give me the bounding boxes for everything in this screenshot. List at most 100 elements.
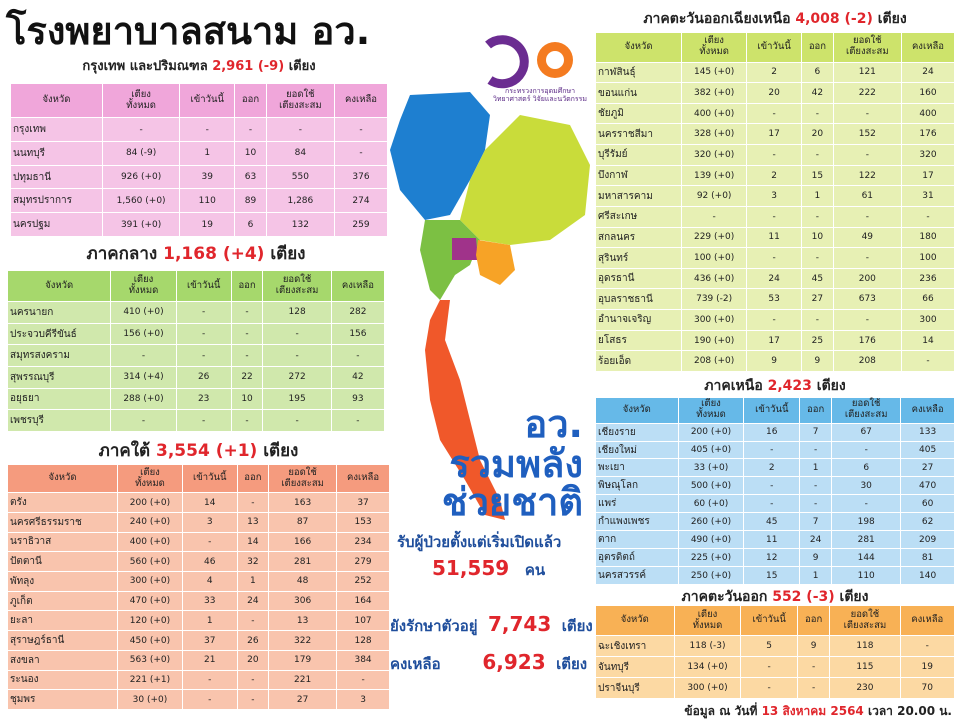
province-name: บุรีรัมย์: [596, 145, 682, 165]
province-row: อุตรดิตถ์ 225 (+0) 12 9 144 81: [596, 549, 954, 567]
cell: -: [832, 441, 901, 459]
cell: 46: [182, 552, 237, 572]
region-south: [425, 300, 505, 520]
cell: 30: [832, 477, 901, 495]
admitted-value: 51,559: [432, 556, 510, 580]
column-header: เตียง ทั้งหมด: [111, 271, 176, 302]
cell: 13: [237, 512, 269, 532]
section-unit: เตียง: [877, 11, 907, 27]
cell: 4: [182, 572, 237, 591]
cell: 320 (+0): [682, 145, 747, 165]
cell: 450 (+0): [118, 631, 182, 650]
province-name: อยุธยา: [8, 388, 111, 410]
cell: -: [182, 670, 237, 690]
cell: -: [235, 118, 266, 141]
cell: 208 (+0): [682, 351, 747, 371]
cell: 48: [269, 572, 337, 591]
cell: -: [176, 323, 231, 345]
cell: 288 (+0): [111, 388, 176, 410]
province-name: อุดรธานี: [596, 268, 682, 289]
province-row: สมุทรสงคราม - - - - -: [8, 345, 384, 366]
cell: -: [334, 118, 387, 141]
region-section: ภาคตะวันออก 552 (-3) เตียง จังหวัด เตียง ท…: [595, 586, 955, 699]
cell: -: [901, 206, 954, 227]
cell: 9: [747, 351, 802, 371]
cell: 66: [901, 289, 954, 310]
column-header: ออก: [237, 465, 269, 493]
cell: -: [237, 493, 269, 512]
cell: 405 (+0): [678, 441, 744, 459]
region-section: ภาคตะวันออกเฉียงเหนือ 4,008 (-2) เตียง จั…: [595, 8, 955, 372]
cell: 221 (+1): [118, 670, 182, 690]
cell: -: [237, 670, 269, 690]
province-row: ขอนแก่น 382 (+0) 20 42 222 160: [596, 83, 954, 103]
cell: 176: [901, 124, 954, 145]
province-row: ชุมพร 30 (+0) - -27 3: [8, 690, 389, 709]
province-row: สุพรรณบุรี 314 (+4) 26 22 272 42: [8, 366, 384, 388]
cell: -: [833, 310, 901, 330]
province-name: ปัตตานี: [8, 552, 118, 572]
province-name: ศรีสะเกษ: [596, 206, 682, 227]
admitted-label: รับผู้ป่วยตั้งแต่เริ่มเปิดแล้ว: [397, 533, 562, 551]
cell: 306: [269, 591, 337, 611]
province-row: สกลนคร 229 (+0) 11 10 49 180: [596, 227, 954, 248]
column-header: จังหวัด: [596, 606, 674, 636]
province-name: สกลนคร: [596, 227, 682, 248]
province-row: ยะลา 120 (+0) 1-13 107: [8, 611, 389, 631]
region-north: [390, 92, 490, 220]
cell: 122: [833, 165, 901, 186]
cell: 31: [901, 186, 954, 206]
cell: 120 (+0): [118, 611, 182, 631]
cell: 252: [337, 572, 389, 591]
cell: 26: [176, 366, 231, 388]
cell: 550: [266, 165, 334, 189]
column-header: ออก: [800, 398, 832, 423]
column-header: เข้าวันนี้: [182, 465, 237, 493]
cell: 16: [744, 423, 800, 441]
region-section: ภาคกลาง 1,168 (+4) เตียง จังหวัด เตียง ทั้…: [7, 240, 385, 432]
cell: 400: [901, 103, 954, 124]
cell: -: [900, 636, 954, 657]
cell: 17: [747, 124, 802, 145]
section-beds: 2,423: [767, 378, 812, 394]
column-header: เตียง ทั้งหมด: [678, 398, 744, 423]
province-row: นครสวรรค์ 250 (+0) 15 1 110 140: [596, 567, 954, 584]
bed-table: จังหวัด เตียง ทั้งหมด เข้าวันนี้ ออก ยอดใช้ …: [595, 605, 955, 699]
section-unit: เตียง: [263, 441, 299, 461]
province-row: แพร่ 60 (+0) - - -60: [596, 495, 954, 513]
cell: -: [832, 495, 901, 513]
page-title: โรงพยาบาลสนาม อว.: [6, 9, 371, 53]
section-beds: 3,554 (+1): [156, 441, 258, 461]
cell: -: [802, 145, 833, 165]
column-header: เข้าวันนี้: [744, 398, 800, 423]
cell: 92 (+0): [682, 186, 747, 206]
region-bangkok: [452, 238, 478, 260]
province-name: เชียงราย: [596, 423, 678, 441]
province-name: ขอนแก่น: [596, 83, 682, 103]
cell: -: [744, 495, 800, 513]
region-section: กรุงเทพ และปริมณฑล 2,961 (-9) เตียง จังหว…: [10, 55, 388, 237]
column-header: ยอดใช้ เตียงสะสม: [830, 606, 900, 636]
province-name: กรุงเทพ: [11, 118, 102, 141]
cell: 27: [901, 459, 954, 477]
footer-label: ข้อมูล ณ วันที่: [684, 704, 758, 718]
cell: 32: [237, 552, 269, 572]
province-row: ระนอง 221 (+1) - -221-: [8, 670, 389, 690]
cell: 405: [901, 441, 954, 459]
cell: 225 (+0): [678, 549, 744, 567]
column-header: เข้าวันนี้: [176, 271, 231, 302]
bed-table: จังหวัด เตียง ทั้งหมด เข้าวันนี้ ออก ยอดใช้ …: [7, 270, 385, 432]
cell: 60: [901, 495, 954, 513]
cell: -: [231, 302, 263, 323]
province-row: ร้อยเอ็ด 208 (+0) 9 9 208-: [596, 351, 954, 371]
cell: 1,560 (+0): [102, 189, 180, 213]
cell: -: [833, 103, 901, 124]
cell: 300: [901, 310, 954, 330]
cell: 163: [269, 493, 337, 512]
province-row: จันทบุรี 134 (+0) - -115 19: [596, 657, 954, 678]
cell: -: [800, 477, 832, 495]
cell: 281: [832, 531, 901, 549]
cell: 39: [180, 165, 235, 189]
cell: 282: [331, 302, 384, 323]
cell: 2: [747, 62, 802, 83]
